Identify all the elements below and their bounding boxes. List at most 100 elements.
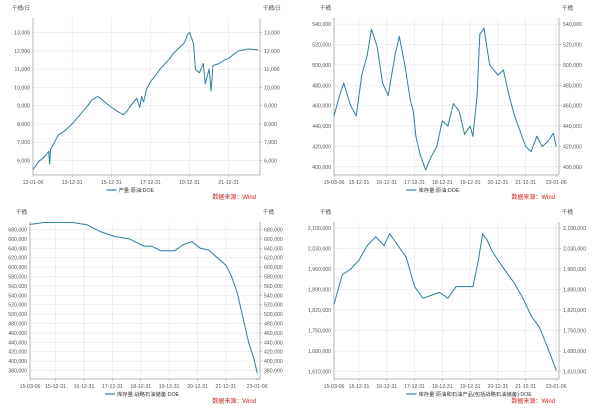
y-tick-label-left: 1,610,000 — [308, 370, 331, 376]
data-point — [458, 110, 460, 112]
x-tick-label: 16-12-31 — [74, 384, 95, 390]
data-point — [108, 105, 110, 107]
x-tick-label: 21-12-31 — [216, 384, 237, 390]
x-tick-label: 19-12-31 — [159, 384, 180, 390]
data-point — [257, 49, 259, 51]
y-tick-label-right: 380,000 — [264, 369, 283, 375]
x-tick-label: 19-12-31 — [460, 384, 481, 390]
y-tick-label-right: 9,000 — [264, 104, 277, 110]
data-point — [539, 327, 541, 329]
data-point — [439, 291, 441, 293]
data-point — [505, 271, 507, 273]
y-tick-label-right: 540,000 — [563, 22, 582, 28]
y-tick-label-right: 1,820,000 — [563, 308, 586, 314]
y-tick-label-left: 380,000 — [8, 369, 27, 375]
data-point — [476, 94, 478, 96]
x-tick-label: 23-01-06 — [546, 180, 567, 186]
data-point — [464, 133, 466, 135]
y-tick-label-right: 520,000 — [563, 43, 582, 49]
data-point — [208, 249, 210, 251]
y-tick-label-right: 400,000 — [563, 165, 582, 171]
y-tick-label-right: 640,000 — [264, 246, 283, 252]
series-line-commercial_stocks — [333, 27, 557, 171]
legend-label: 库存量:战略石油储备:DOE — [117, 390, 180, 398]
y-tick-label-right: 6,000 — [264, 158, 277, 164]
data-point — [530, 151, 532, 153]
data-point — [225, 264, 227, 266]
data-point — [122, 114, 124, 116]
y-tick-label-right: 1,680,000 — [563, 349, 586, 355]
y-tick-label-left: 440,000 — [312, 124, 331, 130]
data-point — [376, 46, 378, 48]
y-tick-label-right: 600,000 — [264, 265, 283, 271]
data-point — [126, 110, 128, 112]
y-tick-label-right: 620,000 — [264, 256, 283, 262]
y-tick-label-left: 12,000 — [14, 49, 30, 55]
data-point — [72, 221, 74, 223]
data-point — [405, 256, 407, 258]
data-point — [398, 35, 400, 37]
data-point — [341, 274, 343, 276]
data-point — [194, 68, 196, 70]
x-tick-label: 15-12-31 — [101, 180, 122, 186]
x-tick-label: 21-12-31 — [218, 180, 239, 186]
data-point — [555, 145, 557, 147]
y-tick-label-left: 560,000 — [8, 284, 27, 290]
data-point — [182, 244, 184, 246]
x-tick-label: 19-12-31 — [460, 180, 481, 186]
legend-label: 库存量:原油和石油产品(包括战略石油储备):DOE — [419, 390, 533, 398]
units-left: 千桶 — [16, 208, 28, 216]
y-tick-label-right: 10,000 — [264, 85, 280, 91]
data-point — [483, 27, 485, 29]
x-tick-label: 23-01-06 — [546, 384, 567, 390]
data-point — [50, 148, 52, 150]
data-point — [383, 244, 385, 246]
data-point — [168, 250, 170, 252]
x-tick-label: 19-12-31 — [179, 180, 200, 186]
data-point — [151, 245, 153, 247]
data-point — [57, 221, 59, 223]
data-point — [49, 163, 51, 165]
data-point — [248, 341, 250, 343]
x-tick-label: 15-03-06 — [20, 384, 41, 390]
data-point — [479, 33, 481, 35]
data-point — [29, 223, 31, 225]
x-tick-label: 21-12-31 — [515, 384, 536, 390]
data-point — [91, 99, 93, 101]
data-point — [87, 105, 89, 107]
y-tick-label-right: 1,750,000 — [563, 329, 586, 335]
data-point — [100, 98, 102, 100]
legend-label: 产量:原油:DOE — [119, 186, 155, 194]
data-point — [502, 69, 504, 71]
x-tick-label: 16-12-31 — [376, 180, 397, 186]
data-point — [555, 369, 557, 371]
data-point — [522, 297, 524, 299]
source-note: 数据来源：Wind — [511, 397, 555, 405]
data-point — [350, 268, 352, 270]
data-point — [212, 64, 214, 66]
data-point — [425, 169, 427, 171]
y-tick-label-right: 460,000 — [264, 331, 283, 337]
data-point — [430, 294, 432, 296]
y-tick-label-right: 440,000 — [264, 340, 283, 346]
y-tick-label-right: 560,000 — [264, 284, 283, 290]
legend-label: 库存量:原油:DOE — [419, 186, 460, 194]
data-point — [387, 94, 389, 96]
y-tick-label-right: 12,000 — [264, 49, 280, 55]
data-point — [355, 115, 357, 117]
data-point — [242, 317, 244, 319]
data-point — [412, 110, 414, 112]
y-tick-label-right: 1,890,000 — [563, 287, 586, 293]
y-tick-label-left: 500,000 — [312, 63, 331, 69]
y-tick-label-left: 400,000 — [8, 359, 27, 365]
x-tick-label: 20-12-31 — [488, 180, 509, 186]
data-point — [86, 224, 88, 226]
data-point — [204, 83, 206, 85]
data-point — [452, 103, 454, 105]
y-tick-label-left: 500,000 — [8, 312, 27, 318]
data-point — [455, 286, 457, 288]
data-point — [409, 100, 411, 102]
series-line-spr — [29, 222, 258, 374]
y-tick-label-right: 680,000 — [264, 228, 283, 234]
